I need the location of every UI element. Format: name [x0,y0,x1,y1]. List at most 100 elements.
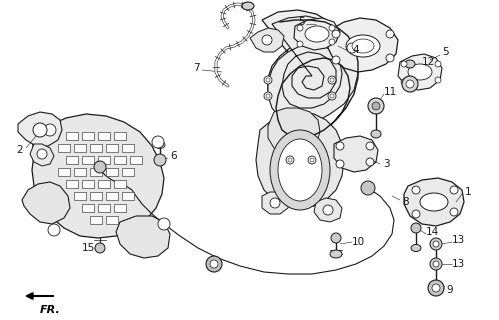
Circle shape [368,98,384,114]
Circle shape [347,43,357,53]
Circle shape [95,243,105,253]
FancyBboxPatch shape [74,168,86,176]
Circle shape [33,123,47,137]
FancyBboxPatch shape [66,180,78,188]
Ellipse shape [346,35,380,57]
Circle shape [330,94,334,98]
Circle shape [264,76,272,84]
Polygon shape [22,182,70,224]
Text: FR.: FR. [39,305,60,315]
FancyBboxPatch shape [114,204,126,212]
Circle shape [329,25,335,31]
Circle shape [210,260,218,268]
FancyBboxPatch shape [130,156,142,164]
Polygon shape [398,54,442,90]
Circle shape [330,78,334,82]
Polygon shape [314,198,342,222]
Circle shape [297,41,303,47]
Polygon shape [262,192,288,214]
FancyBboxPatch shape [122,168,134,176]
Circle shape [372,102,380,110]
FancyBboxPatch shape [74,192,86,200]
Ellipse shape [330,250,342,258]
FancyBboxPatch shape [122,144,134,152]
Text: 1: 1 [465,187,472,197]
Circle shape [450,186,458,194]
Ellipse shape [411,244,421,252]
Circle shape [361,181,375,195]
Circle shape [450,208,458,216]
Circle shape [154,154,166,166]
FancyBboxPatch shape [106,144,118,152]
Circle shape [332,56,340,64]
Ellipse shape [242,2,254,10]
Circle shape [266,78,270,82]
FancyBboxPatch shape [90,216,102,224]
Text: 4: 4 [353,45,359,55]
Text: 2: 2 [16,145,23,155]
Circle shape [428,280,444,296]
FancyBboxPatch shape [90,168,102,176]
Ellipse shape [155,141,165,148]
FancyBboxPatch shape [82,204,94,212]
Polygon shape [328,18,398,72]
Ellipse shape [405,60,415,68]
Ellipse shape [352,39,374,53]
FancyBboxPatch shape [90,192,102,200]
Circle shape [435,61,441,67]
FancyBboxPatch shape [98,204,110,212]
Circle shape [336,142,344,150]
Circle shape [94,161,106,173]
Circle shape [297,25,303,31]
FancyBboxPatch shape [122,192,134,200]
FancyBboxPatch shape [114,156,126,164]
Circle shape [435,77,441,83]
FancyBboxPatch shape [82,180,94,188]
Circle shape [366,142,374,150]
Polygon shape [404,178,464,226]
Ellipse shape [278,139,322,201]
Text: 15: 15 [81,243,95,253]
Text: 13: 13 [452,259,465,269]
Text: 5: 5 [443,47,449,57]
Circle shape [152,136,164,148]
FancyBboxPatch shape [82,132,94,140]
Circle shape [386,54,394,62]
Circle shape [264,92,272,100]
Circle shape [432,284,440,292]
Circle shape [266,94,270,98]
Circle shape [37,149,47,159]
Circle shape [206,256,222,272]
Text: 14: 14 [425,227,439,237]
Circle shape [262,35,272,45]
Circle shape [288,158,292,162]
Polygon shape [294,18,340,50]
Ellipse shape [408,64,432,80]
Circle shape [401,61,407,67]
Ellipse shape [420,193,448,211]
Circle shape [402,76,418,92]
Circle shape [328,76,336,84]
FancyBboxPatch shape [106,192,118,200]
Circle shape [406,80,414,88]
Circle shape [336,160,344,168]
Circle shape [366,158,374,166]
FancyBboxPatch shape [82,156,94,164]
Polygon shape [334,136,378,172]
FancyBboxPatch shape [66,156,78,164]
Text: 10: 10 [351,237,365,247]
Circle shape [430,238,442,250]
Polygon shape [30,144,54,166]
Circle shape [412,186,420,194]
Polygon shape [116,216,170,258]
FancyBboxPatch shape [98,132,110,140]
Polygon shape [268,16,358,126]
Circle shape [323,205,333,215]
FancyBboxPatch shape [114,132,126,140]
Circle shape [48,224,60,236]
Polygon shape [32,114,164,238]
Polygon shape [250,28,284,52]
Text: 9: 9 [447,285,453,295]
Circle shape [44,124,56,136]
Text: 6: 6 [171,151,177,161]
